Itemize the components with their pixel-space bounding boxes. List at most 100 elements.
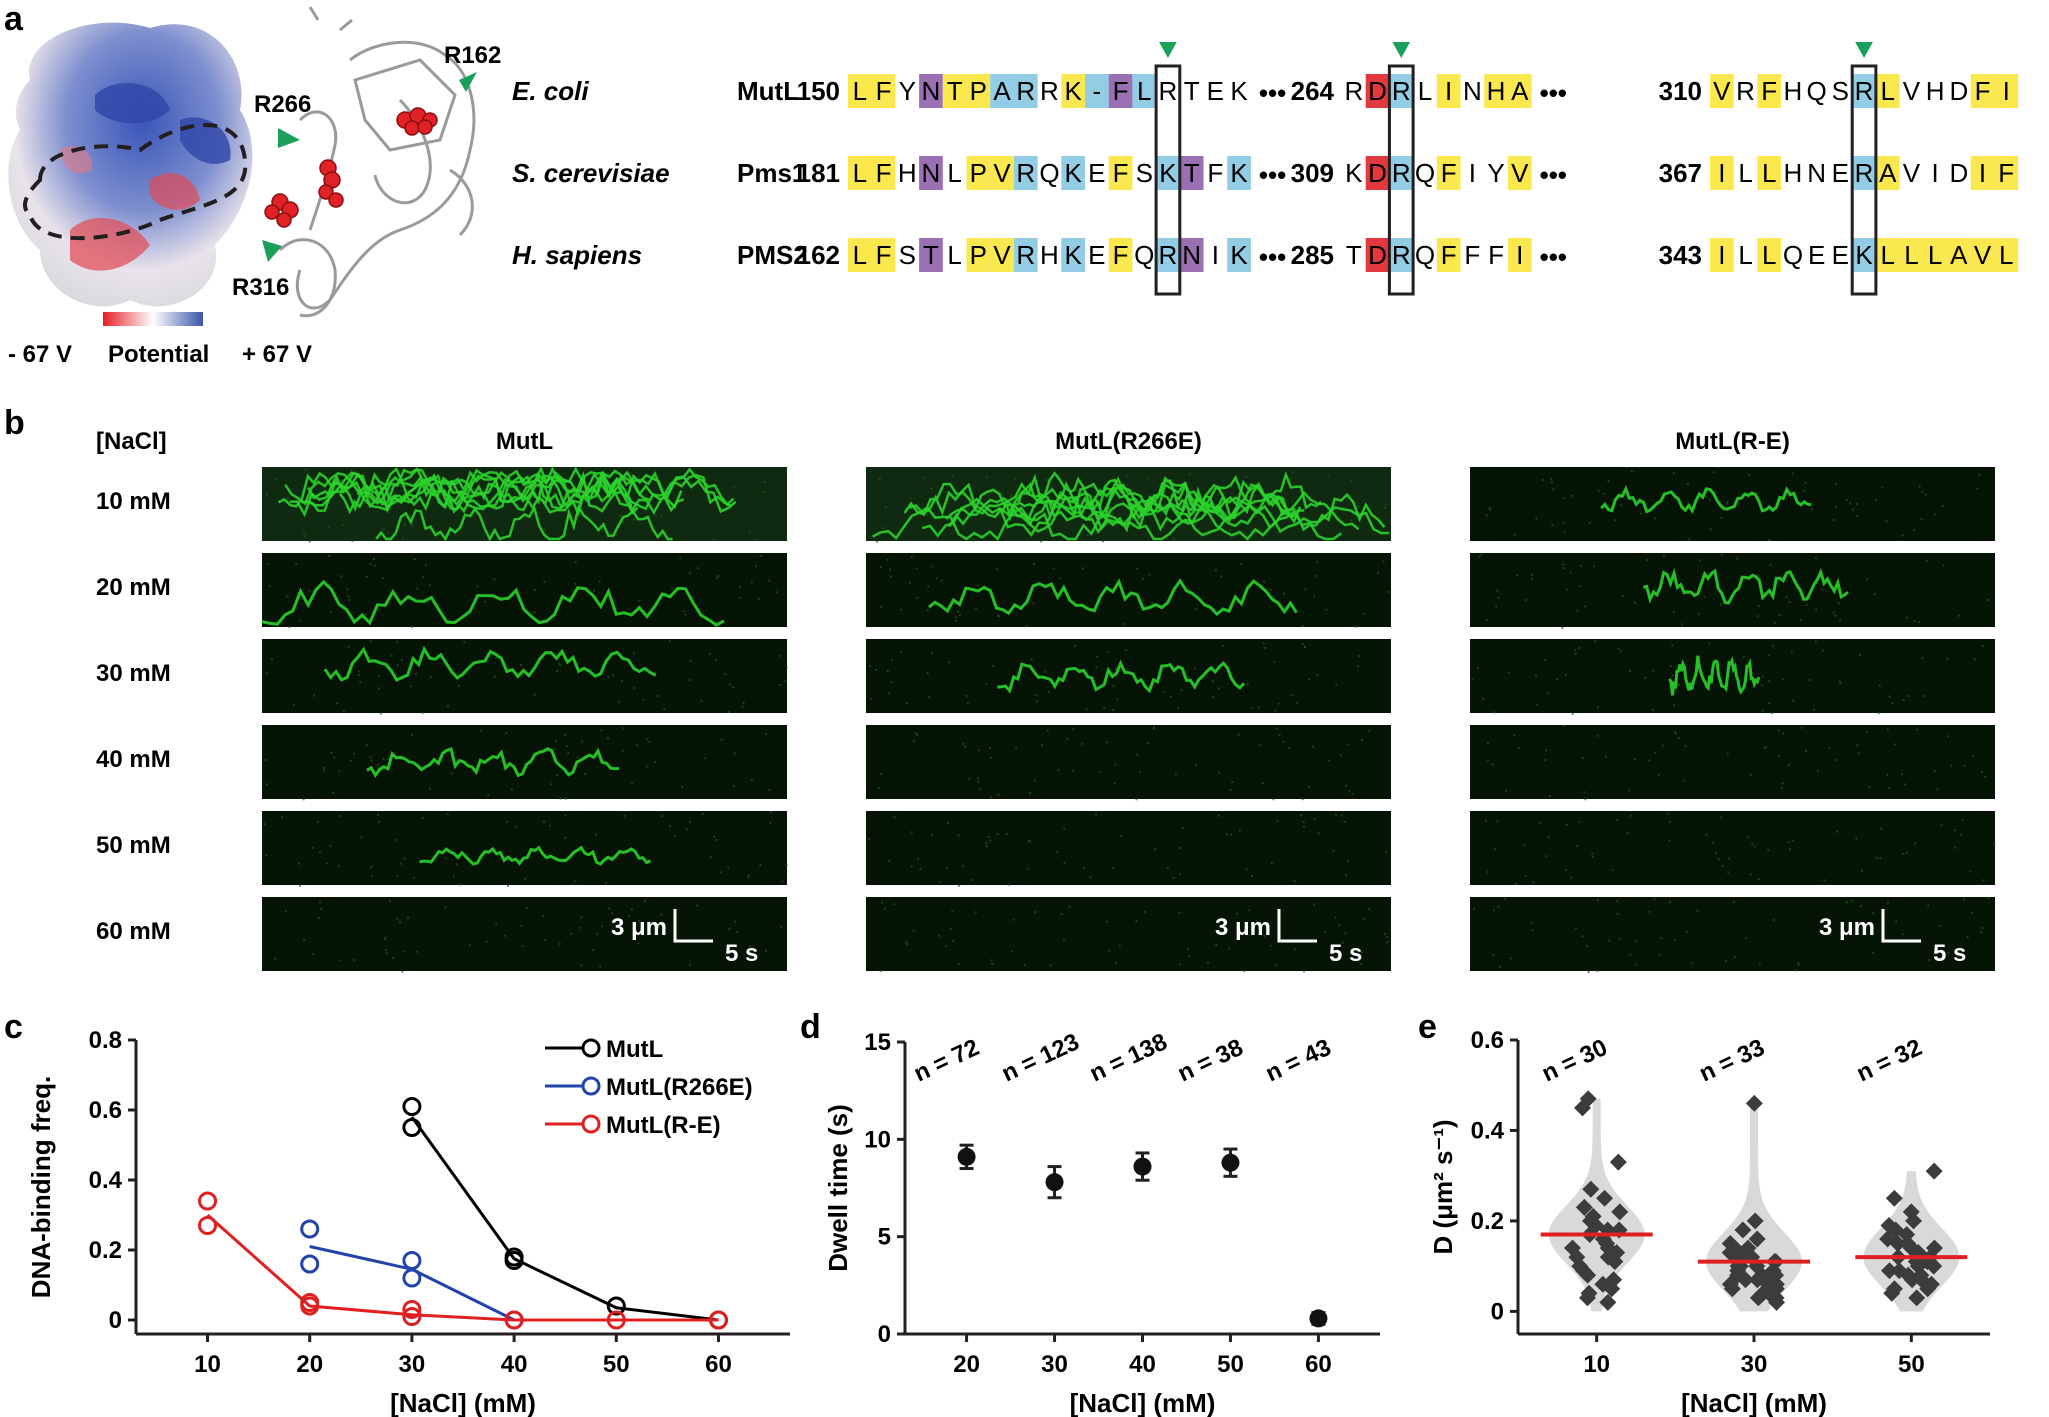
kymograph-noise <box>1250 875 1253 878</box>
potential-colorbar <box>103 312 203 326</box>
kymograph-noise <box>1885 520 1888 523</box>
kymograph-noise <box>1009 494 1012 497</box>
kymograph-noise <box>574 582 577 585</box>
kymograph-noise <box>728 683 731 686</box>
kymograph-noise <box>1678 737 1681 740</box>
kymograph-noise <box>559 797 562 800</box>
kymograph-noise <box>555 774 558 777</box>
residue-highlight <box>1947 238 1971 272</box>
kymograph-noise <box>988 746 991 749</box>
kymograph-noise <box>1858 752 1861 755</box>
residue-letter: K <box>1855 240 1873 270</box>
kymograph-noise <box>330 751 333 754</box>
chart-dna-binding: 10 20 30 40 50 60 0 0.2 0.4 0.6 0.8 [NaCl] (mM) DNA-… <box>26 1027 790 1417</box>
data-point <box>1045 1173 1064 1192</box>
kymograph-noise <box>382 577 385 580</box>
kymograph-noise <box>411 733 414 736</box>
kymograph-noise <box>1855 503 1858 506</box>
kymograph-noise <box>704 477 707 480</box>
residue-letter: R <box>1855 76 1874 106</box>
kymograph-noise <box>720 738 723 741</box>
x-tick-label: 30 <box>399 1351 426 1378</box>
kymograph-noise <box>741 706 744 709</box>
kymograph-noise <box>978 787 981 790</box>
kymograph-noise <box>422 816 425 819</box>
kymograph-noise <box>1188 955 1191 958</box>
kymograph-noise <box>1276 531 1279 534</box>
kymograph-noise <box>1025 625 1028 628</box>
kymograph-noise <box>325 862 328 865</box>
kymograph-noise <box>883 907 886 910</box>
data-point <box>1925 1162 1943 1180</box>
kymograph-noise <box>1959 833 1962 836</box>
kymograph-noise <box>1357 504 1360 507</box>
kymograph-noise <box>347 595 350 598</box>
x-tick-label: 50 <box>1898 1351 1925 1378</box>
kymograph-noise <box>1248 909 1251 912</box>
residue-letter: A <box>1950 240 1968 270</box>
kymograph-noise <box>1227 947 1230 950</box>
residue-letter: L <box>1738 158 1752 188</box>
kymograph-noise <box>635 744 638 747</box>
kymograph-noise <box>387 757 390 760</box>
kymograph-noise <box>1618 937 1621 940</box>
kymograph-noise <box>1007 883 1010 886</box>
nacl-row-header: [NaCl] <box>96 428 167 455</box>
kymograph-noise <box>376 813 379 816</box>
kymograph-noise <box>495 656 498 659</box>
kymograph-noise <box>1881 486 1884 489</box>
kymograph-noise <box>1220 931 1223 934</box>
chart-diffusion: 10 30 50 0 0.2 0.4 0.6 [NaCl] (mM) D (μm² s⁻¹) n … <box>1428 1027 1990 1417</box>
kymograph-noise <box>1981 645 1984 648</box>
kymograph-noise <box>1972 755 1975 758</box>
kymograph-noise <box>1917 621 1920 624</box>
residue-letter: L <box>1738 240 1752 270</box>
residue-letter: T <box>1184 158 1200 188</box>
kymograph-noise <box>1187 948 1190 951</box>
residue-highlight <box>919 238 943 272</box>
kymograph-noise <box>611 674 614 677</box>
kymograph-noise <box>329 844 332 847</box>
kymograph-noise <box>908 581 911 584</box>
kymograph-noise <box>1708 499 1711 502</box>
kymograph-noise <box>1150 602 1153 605</box>
kymograph-noise <box>946 518 949 521</box>
residue-letter: Y <box>899 76 916 106</box>
residue-letter: H <box>898 158 917 188</box>
kymograph-noise <box>510 788 513 791</box>
kymograph-noise <box>1153 726 1156 729</box>
kymograph-noise <box>1118 944 1121 947</box>
kymograph-noise <box>1802 489 1805 492</box>
residue-letter: R <box>1016 76 1035 106</box>
kymograph-noise <box>964 745 967 748</box>
kymograph-noise <box>1954 829 1957 832</box>
kymograph-noise <box>1010 950 1013 953</box>
kymograph-noise <box>1211 680 1214 683</box>
diffusion-trace <box>872 504 1342 542</box>
kymograph-noise <box>379 712 382 715</box>
kymograph-noise <box>747 874 750 877</box>
residue-highlight <box>1227 238 1251 272</box>
kymograph-noise <box>1294 948 1297 951</box>
x-tick-label: 40 <box>501 1351 528 1378</box>
kymograph-noise <box>385 952 388 955</box>
kymograph-noise <box>1634 758 1637 761</box>
kymograph-noise <box>608 531 611 534</box>
kymograph-noise <box>415 950 418 953</box>
kymograph-noise <box>642 698 645 701</box>
kymograph-noise <box>581 740 584 743</box>
kymograph-noise <box>1505 789 1508 792</box>
kymograph-noise <box>1074 644 1077 647</box>
kymograph-noise <box>1748 473 1751 476</box>
kymograph-noise <box>1798 963 1801 966</box>
kymograph-noise <box>1334 813 1337 816</box>
conserved-residue-box <box>1850 64 1878 296</box>
nacl-row-label: 20 mM <box>96 574 171 601</box>
kymograph-noise <box>1785 596 1788 599</box>
kymograph <box>1470 725 1995 801</box>
kymograph-noise <box>1125 649 1128 652</box>
kymograph-noise <box>1777 729 1780 732</box>
kymograph-noise <box>1769 563 1772 566</box>
kymograph-noise <box>1878 684 1881 687</box>
kymograph-noise <box>1611 869 1614 872</box>
